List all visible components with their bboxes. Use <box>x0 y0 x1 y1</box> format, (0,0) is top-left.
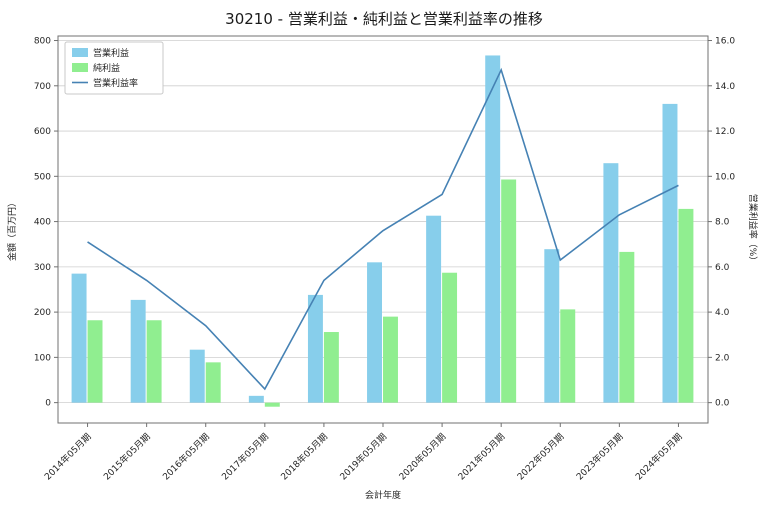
x-tick-label: 2022年05月期 <box>515 431 567 483</box>
legend-label-net-profit: 純利益 <box>93 62 120 74</box>
bar-net-profit-1 <box>146 320 162 403</box>
x-tick-label: 2015年05月期 <box>101 431 153 483</box>
y-right-tick-label: 2.0 <box>715 353 730 363</box>
y-left-tick-label: 100 <box>34 353 51 363</box>
x-tick-label: 2018年05月期 <box>278 431 330 483</box>
y-right-tick-label: 6.0 <box>715 263 730 273</box>
bar-operating-profit-8 <box>544 249 560 403</box>
bar-net-profit-9 <box>619 251 635 403</box>
x-tick-label: 2017年05月期 <box>219 431 271 483</box>
y-left-tick-label: 400 <box>34 218 51 228</box>
bar-net-profit-10 <box>678 208 694 403</box>
bar-net-profit-3 <box>264 402 280 407</box>
legend-label-operating-margin: 営業利益率 <box>93 77 138 89</box>
x-tick-label: 2019年05月期 <box>337 431 389 483</box>
bar-operating-profit-0 <box>71 273 87 403</box>
x-tick-label: 2020年05月期 <box>396 431 448 483</box>
bar-net-profit-2 <box>205 362 221 403</box>
y-right-tick-label: 4.0 <box>715 308 730 318</box>
x-tick-label: 2016年05月期 <box>160 431 212 483</box>
y-right-tick-label: 0.0 <box>715 399 730 409</box>
y-left-tick-label: 500 <box>34 172 51 182</box>
bar-net-profit-8 <box>560 309 576 403</box>
y-left-tick-label: 700 <box>34 82 51 92</box>
bar-operating-profit-6 <box>426 215 442 403</box>
bar-net-profit-5 <box>383 316 398 403</box>
bar-net-profit-7 <box>501 179 517 403</box>
legend-box <box>64 41 164 95</box>
bar-operating-profit-7 <box>485 55 501 403</box>
y-left-tick-label: 600 <box>34 127 51 137</box>
y-left-tick-label: 0 <box>45 399 51 409</box>
legend-label-operating-profit: 営業利益 <box>93 47 129 59</box>
chart-canvas: 0 100 200 300 400 500 600 700 800 0.0 2.0 4.0 6.0 8.0… <box>6 35 759 501</box>
y-left-tick-label: 200 <box>34 308 51 318</box>
bar-net-profit-6 <box>442 272 458 403</box>
legend-marker-net-profit <box>72 63 88 72</box>
bar-operating-profit-1 <box>130 299 146 403</box>
y-right-axis-label: 営業利益率（%） <box>747 194 759 266</box>
bar-operating-profit-5 <box>367 262 382 403</box>
bar-operating-profit-2 <box>189 349 205 403</box>
y-right-tick-label: 10.0 <box>715 172 735 182</box>
x-axis-label: 会計年度 <box>365 489 401 501</box>
x-tick-label: 2023年05月期 <box>574 431 626 483</box>
y-right-tick-label: 8.0 <box>715 218 730 228</box>
y-left-tick-label: 300 <box>34 263 51 273</box>
x-tick-label: 2024年05月期 <box>633 431 685 483</box>
y-left-tick-label: 800 <box>34 37 51 47</box>
bar-operating-profit-4 <box>307 294 323 403</box>
bar-net-profit-0 <box>87 320 103 403</box>
bar-operating-profit-10 <box>662 103 678 403</box>
line-operating-margin <box>87 67 679 391</box>
x-tick-label: 2014年05月期 <box>42 431 94 483</box>
bar-operating-profit-3 <box>248 395 264 403</box>
x-tick-label: 2021年05月期 <box>455 431 507 483</box>
chart-title: 30210 - 営業利益・純利益と営業利益率の推移 <box>225 10 543 28</box>
legend-marker-operating-profit <box>72 48 88 57</box>
bar-net-profit-4 <box>323 332 339 403</box>
bar-operating-profit-9 <box>603 163 619 403</box>
y-right-tick-label: 12.0 <box>715 127 735 137</box>
y-right-tick-label: 16.0 <box>715 37 735 47</box>
y-left-axis-label: 金額（百万円） <box>6 198 18 261</box>
y-right-tick-label: 14.0 <box>715 82 735 92</box>
